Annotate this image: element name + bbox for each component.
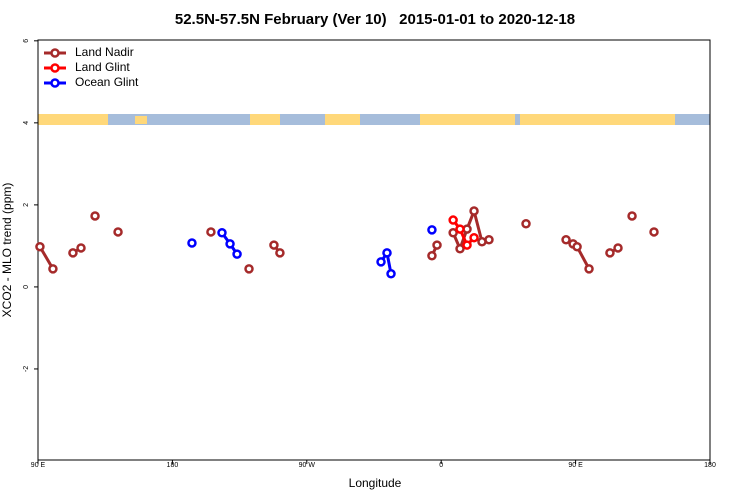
data-point [206, 227, 216, 237]
data-point [427, 225, 437, 235]
x-axis-label: Longitude [349, 476, 402, 490]
y-tick-label: 0 [23, 285, 30, 289]
data-point [68, 248, 78, 258]
data-point [469, 206, 479, 216]
data-point [649, 227, 659, 237]
legend-label: Ocean Glint [75, 75, 139, 89]
x-tick-label: 180 [704, 462, 716, 469]
x-tick-label: 90 E [31, 462, 46, 469]
data-point [462, 240, 472, 250]
x-tick-label: 90 W [299, 462, 316, 469]
data-point [427, 250, 437, 261]
data-point [627, 211, 637, 221]
legend-label: Land Glint [75, 60, 130, 74]
data-point [561, 234, 571, 245]
legend-marker [50, 78, 60, 88]
x-tick-label: 90 E [568, 462, 583, 469]
legend-label: Land Nadir [75, 45, 134, 59]
chart-title: 52.5N-57.5N February (Ver 10) 2015-01-01… [175, 11, 575, 28]
data-point [275, 248, 285, 258]
data-point [90, 211, 100, 221]
series-line [451, 219, 476, 248]
data-point [484, 234, 494, 245]
y-tick-label: -2 [23, 366, 30, 372]
data-point [35, 241, 45, 252]
data-point [469, 232, 479, 243]
data-point [432, 240, 442, 250]
data-point [455, 224, 465, 234]
data-point [244, 264, 254, 274]
data-point [187, 238, 197, 248]
data-point [455, 244, 465, 254]
data-point [76, 243, 86, 253]
data-point [584, 264, 594, 274]
data-point [382, 248, 392, 258]
y-axis-label: XCO2 - MLO trend (ppm) [0, 183, 14, 318]
data-point [48, 264, 58, 274]
data-point [613, 243, 623, 253]
y-tick-label: 2 [23, 203, 30, 207]
y-tick-label: 6 [23, 39, 30, 43]
data-point [113, 227, 123, 237]
data-point [521, 219, 531, 229]
map-strip [38, 114, 710, 125]
data-point [376, 257, 386, 267]
data-point [225, 239, 235, 249]
y-tick-label: 4 [23, 121, 30, 125]
legend-marker [50, 63, 60, 73]
data-point [269, 240, 279, 250]
x-tick-label: 180 [167, 462, 179, 469]
x-tick-label: 0 [439, 462, 443, 469]
data-point [448, 215, 458, 225]
data-point [572, 241, 582, 252]
legend-marker [50, 48, 60, 58]
data-point [217, 228, 227, 238]
data-point [448, 228, 458, 238]
data-point [232, 249, 242, 259]
data-point [386, 269, 396, 279]
data-point [605, 248, 615, 258]
